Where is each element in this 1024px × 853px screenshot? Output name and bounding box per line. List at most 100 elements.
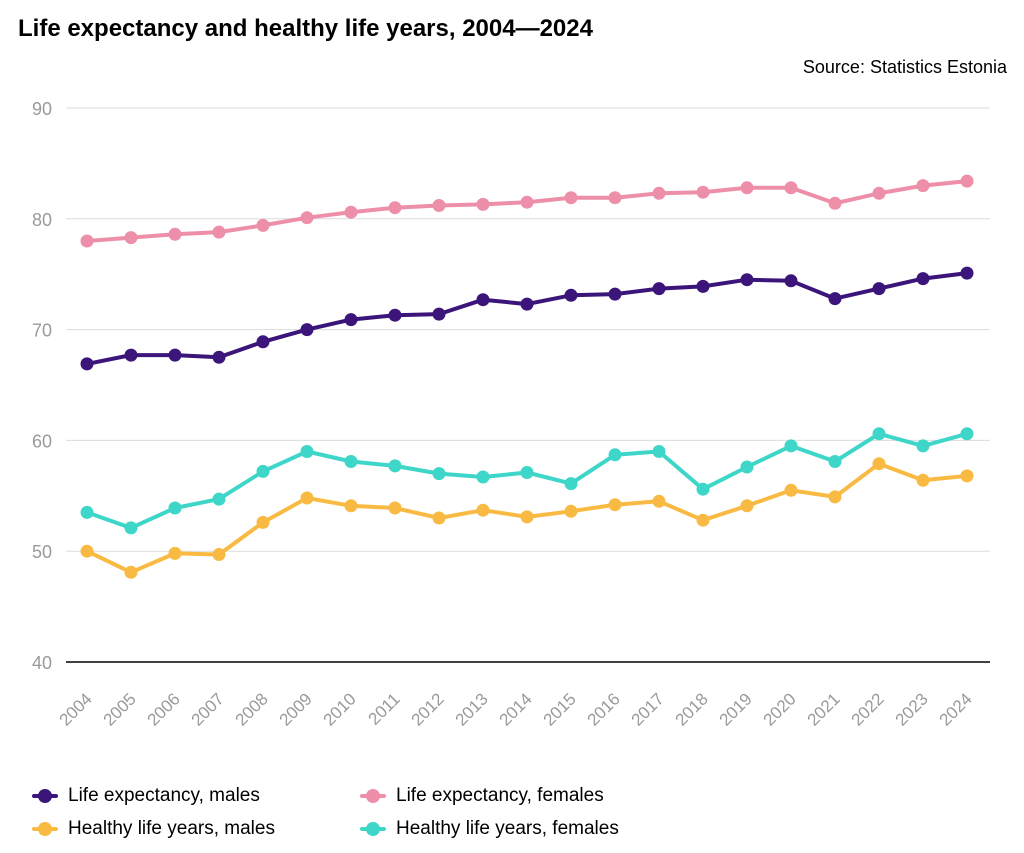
- data-point[interactable]: [564, 477, 578, 491]
- legend-item-healthy-life-years-males[interactable]: Healthy life years, males: [32, 815, 275, 843]
- data-point[interactable]: [872, 427, 886, 441]
- data-point[interactable]: [168, 227, 182, 241]
- data-point[interactable]: [608, 191, 622, 205]
- x-tick-label: 2015: [540, 689, 580, 729]
- data-point[interactable]: [388, 308, 402, 322]
- data-point[interactable]: [432, 199, 446, 212]
- data-point[interactable]: [740, 181, 754, 195]
- data-point[interactable]: [300, 323, 314, 337]
- data-point[interactable]: [784, 483, 798, 497]
- y-tick-label: 80: [32, 210, 52, 230]
- data-point[interactable]: [344, 205, 358, 219]
- data-point[interactable]: [872, 457, 886, 471]
- data-point[interactable]: [784, 181, 798, 195]
- data-point[interactable]: [608, 287, 622, 301]
- data-point[interactable]: [256, 218, 270, 232]
- data-point[interactable]: [916, 439, 930, 453]
- data-point[interactable]: [476, 197, 490, 211]
- data-point[interactable]: [740, 273, 754, 287]
- data-point[interactable]: [696, 482, 710, 496]
- data-point[interactable]: [740, 499, 754, 513]
- series-line: [85, 271, 969, 366]
- data-point[interactable]: [960, 427, 974, 441]
- data-point[interactable]: [520, 297, 534, 311]
- data-point[interactable]: [80, 234, 94, 248]
- data-point[interactable]: [344, 499, 358, 513]
- data-point[interactable]: [696, 513, 710, 527]
- x-tick-label: 2007: [188, 689, 228, 729]
- data-point[interactable]: [916, 179, 930, 193]
- y-tick-label: 50: [32, 542, 52, 562]
- data-point[interactable]: [608, 448, 622, 462]
- source-note: Source: Statistics Estonia: [802, 57, 1007, 77]
- data-point[interactable]: [80, 544, 94, 558]
- x-tick-label: 2020: [760, 689, 800, 729]
- x-tick-label: 2004: [56, 689, 96, 729]
- data-point[interactable]: [388, 459, 402, 473]
- data-point[interactable]: [520, 466, 534, 479]
- data-point[interactable]: [564, 288, 578, 302]
- data-point[interactable]: [960, 469, 974, 483]
- data-point[interactable]: [300, 445, 314, 458]
- legend-swatch-icon: [32, 788, 58, 804]
- data-point[interactable]: [916, 272, 930, 286]
- data-point[interactable]: [652, 494, 666, 508]
- data-point[interactable]: [344, 313, 358, 327]
- data-point[interactable]: [520, 510, 534, 524]
- data-point[interactable]: [432, 511, 446, 525]
- data-point[interactable]: [696, 279, 710, 293]
- data-point[interactable]: [828, 455, 842, 468]
- data-point[interactable]: [916, 473, 930, 487]
- data-point[interactable]: [740, 460, 754, 474]
- data-point[interactable]: [212, 492, 226, 506]
- data-point[interactable]: [344, 455, 358, 468]
- data-point[interactable]: [388, 501, 402, 515]
- data-point[interactable]: [256, 335, 270, 349]
- legend-item-life-expectancy-females[interactable]: Life expectancy, females: [360, 782, 604, 810]
- data-point[interactable]: [212, 225, 226, 239]
- data-point[interactable]: [124, 521, 138, 535]
- data-point[interactable]: [80, 357, 94, 371]
- x-tick-label: 2008: [232, 689, 272, 729]
- data-point[interactable]: [872, 186, 886, 200]
- data-point[interactable]: [80, 505, 94, 519]
- data-point[interactable]: [652, 445, 666, 458]
- x-tick-label: 2006: [144, 689, 184, 729]
- data-point[interactable]: [476, 503, 490, 517]
- legend-item-healthy-life-years-females[interactable]: Healthy life years, females: [360, 815, 619, 843]
- data-point[interactable]: [960, 266, 974, 280]
- data-point[interactable]: [256, 515, 270, 529]
- data-point[interactable]: [784, 274, 798, 288]
- data-point[interactable]: [168, 501, 182, 515]
- data-point[interactable]: [476, 470, 490, 484]
- data-point[interactable]: [652, 186, 666, 200]
- data-point[interactable]: [564, 191, 578, 205]
- data-point[interactable]: [432, 307, 446, 321]
- data-point[interactable]: [652, 282, 666, 296]
- data-point[interactable]: [124, 231, 138, 245]
- legend-item-life-expectancy-males[interactable]: Life expectancy, males: [32, 782, 260, 810]
- data-point[interactable]: [872, 282, 886, 296]
- data-point[interactable]: [608, 498, 622, 512]
- data-point[interactable]: [520, 195, 534, 209]
- data-point[interactable]: [828, 196, 842, 210]
- data-point[interactable]: [828, 292, 842, 306]
- data-point[interactable]: [212, 548, 226, 561]
- data-point[interactable]: [784, 439, 798, 453]
- data-point[interactable]: [168, 348, 182, 362]
- data-point[interactable]: [828, 490, 842, 504]
- data-point[interactable]: [124, 348, 138, 362]
- y-tick-label: 60: [32, 431, 52, 451]
- data-point[interactable]: [388, 201, 402, 215]
- data-point[interactable]: [564, 504, 578, 518]
- data-point[interactable]: [960, 174, 974, 188]
- data-point[interactable]: [124, 565, 138, 579]
- data-point[interactable]: [696, 185, 710, 199]
- data-point[interactable]: [168, 546, 182, 560]
- data-point[interactable]: [300, 211, 314, 225]
- data-point[interactable]: [476, 293, 490, 307]
- data-point[interactable]: [300, 491, 314, 505]
- data-point[interactable]: [212, 350, 226, 364]
- data-point[interactable]: [256, 464, 270, 478]
- data-point[interactable]: [432, 467, 446, 481]
